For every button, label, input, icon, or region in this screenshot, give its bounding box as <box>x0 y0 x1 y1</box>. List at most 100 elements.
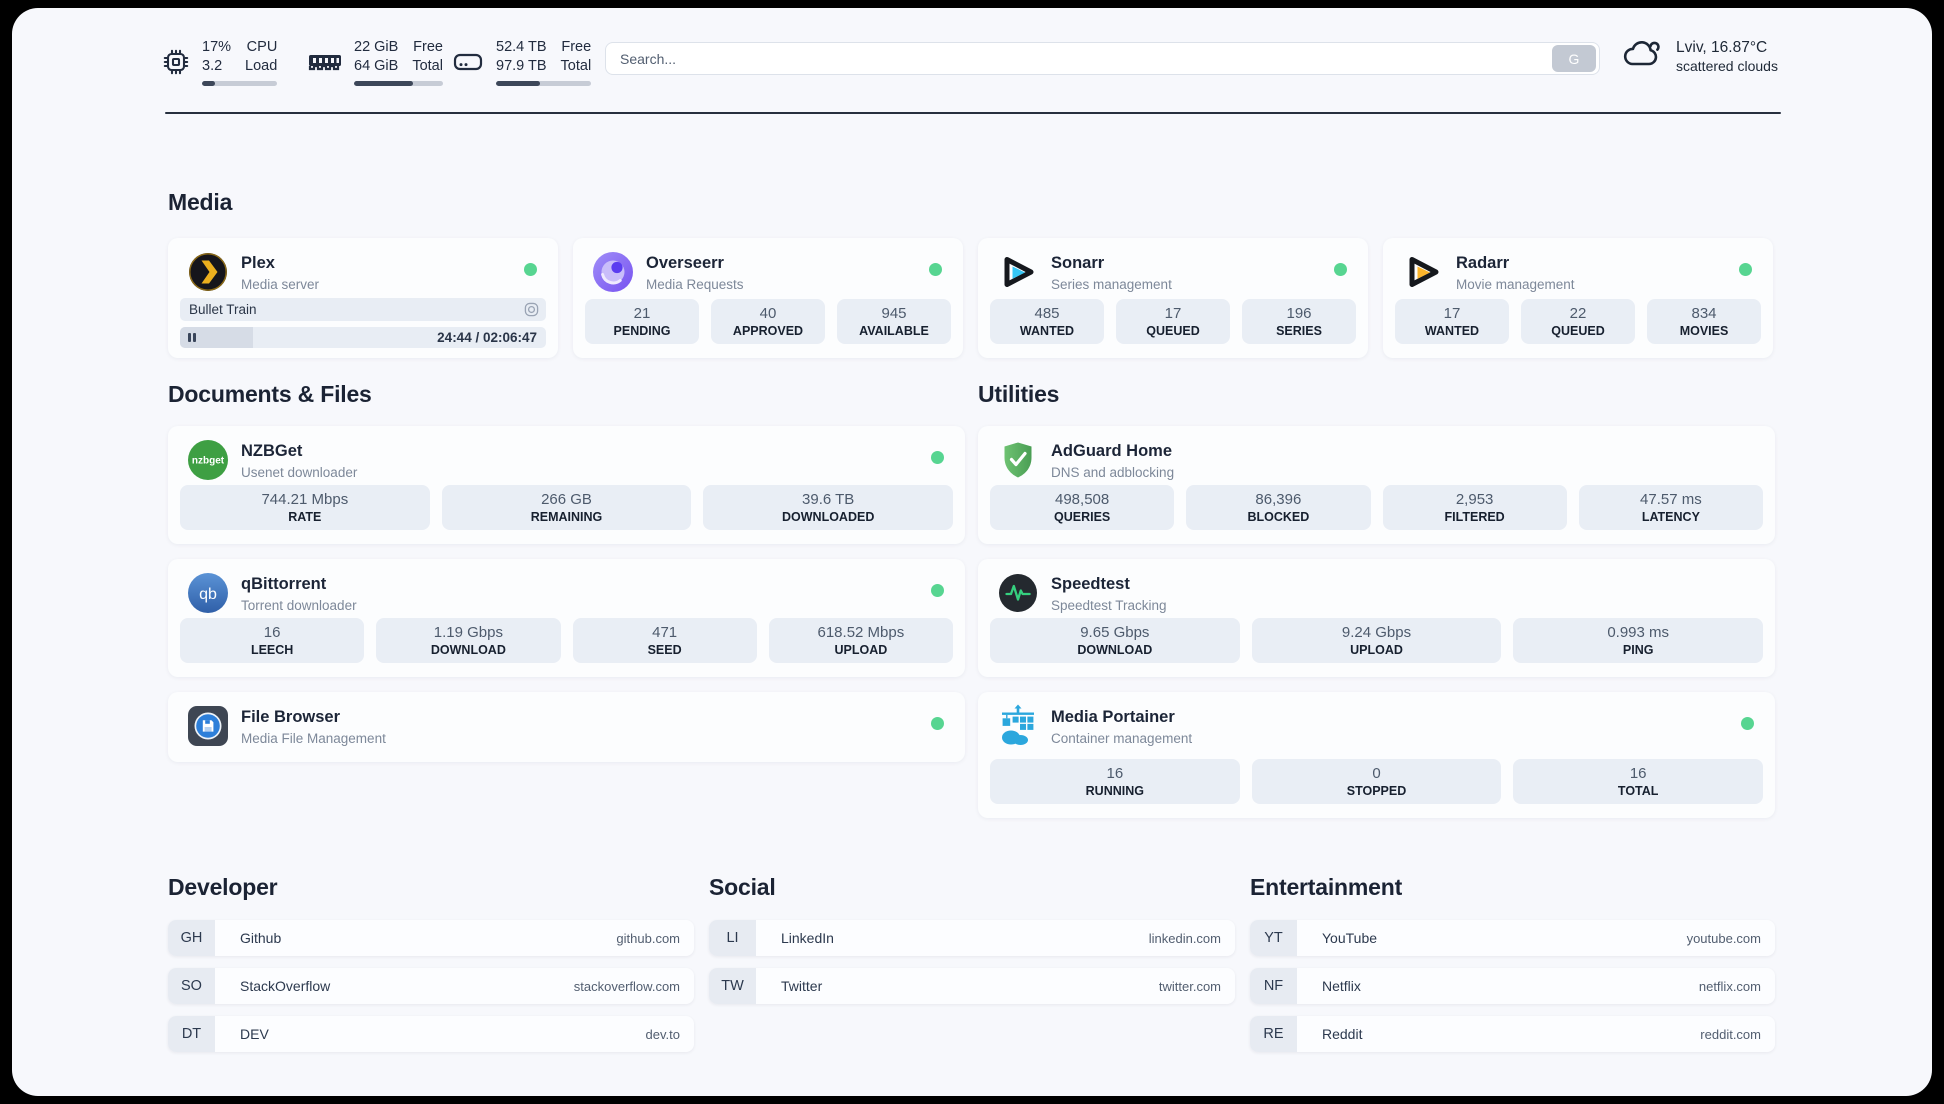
overseerr-title: Overseerr <box>646 254 724 272</box>
plex-progress-row: 24:44 / 02:06:47 <box>180 327 546 348</box>
bookmark-github[interactable]: GH Github github.com <box>168 920 694 956</box>
stat-label: TOTAL <box>1617 783 1659 798</box>
app-card-plex[interactable]: Plex Media server Bullet Train 24:44 / 0… <box>168 238 558 358</box>
memory-total-label: Total <box>412 58 443 74</box>
sonarr-stat-wanted: 485 WANTED <box>990 299 1104 344</box>
speedtest-stat-upload: 9.24 Gbps UPLOAD <box>1251 618 1502 663</box>
record-icon <box>524 302 539 322</box>
plex-title: Plex <box>241 254 275 272</box>
nzbget-stat-remaining: 266 GB REMAINING <box>441 485 692 530</box>
bookmark-stackoverflow[interactable]: SO StackOverflow stackoverflow.com <box>168 968 694 1004</box>
app-card-qbittorrent[interactable]: qb qBittorrent Torrent downloader 16 LEE… <box>168 559 965 677</box>
stat-value: 17 <box>1164 304 1182 322</box>
plex-time-display: 24:44 / 02:06:47 <box>437 330 537 345</box>
section-title-developer: Developer <box>168 874 278 900</box>
sonarr-title: Sonarr <box>1051 254 1105 272</box>
qbittorrent-subtitle: Torrent downloader <box>241 598 357 613</box>
bookmark-group-entertainment: Entertainment YT YouTube youtube.com NF … <box>1250 874 1775 1052</box>
weather-location-temp: Lviv, 16.87°C <box>1676 39 1768 56</box>
app-card-speedtest[interactable]: Speedtest Speedtest Tracking 9.65 Gbps D… <box>978 559 1775 677</box>
storage-total-value: 97.9 TB <box>496 58 547 74</box>
pause-icon[interactable] <box>188 333 196 342</box>
stat-value: 471 <box>652 623 678 641</box>
nzbget-stat-downloaded: 39.6 TB DOWNLOADED <box>703 485 954 530</box>
storage-free-value: 52.4 TB <box>496 39 547 55</box>
nzbget-subtitle: Usenet downloader <box>241 465 358 480</box>
nzbget-icon: nzbget <box>188 440 228 480</box>
stat-label: WANTED <box>1019 323 1075 338</box>
bookmark-name: DEV <box>240 1026 269 1042</box>
bookmark-twitter[interactable]: TW Twitter twitter.com <box>709 968 1235 1004</box>
stat-label: WANTED <box>1424 323 1480 338</box>
storage-progress-bar <box>496 81 592 86</box>
bookmark-abbr: SO <box>168 968 215 1004</box>
bookmark-abbr: YT <box>1250 920 1297 956</box>
bookmark-name: YouTube <box>1322 930 1378 946</box>
stat-label: UPLOAD <box>1350 642 1403 657</box>
stat-value: 266 GB <box>541 490 592 508</box>
storage-free-label: Free <box>561 39 592 55</box>
qbittorrent-stat-leech: 16 LEECH <box>180 618 365 663</box>
app-card-nzbget[interactable]: nzbget NZBGet Usenet downloader 744.21 M… <box>168 426 965 544</box>
stat-value: 9.24 Gbps <box>1341 623 1412 641</box>
stat-value: 16 <box>1106 764 1124 782</box>
stat-label: STOPPED <box>1346 783 1407 798</box>
stat-value: 22 <box>1569 304 1587 322</box>
bookmark-name: Twitter <box>781 978 823 994</box>
bookmark-youtube[interactable]: YT YouTube youtube.com <box>1250 920 1775 956</box>
section-title-utilities: Utilities <box>978 381 1060 407</box>
bookmark-netflix[interactable]: NF Netflix netflix.com <box>1250 968 1775 1004</box>
storage-total-label: Total <box>560 58 592 74</box>
app-card-adguard[interactable]: AdGuard Home DNS and adblocking 498,508 … <box>978 426 1775 544</box>
overseerr-subtitle: Media Requests <box>646 277 744 292</box>
plex-icon <box>188 252 228 292</box>
cloud-icon <box>1622 38 1664 75</box>
memory-free-label: Free <box>413 39 443 55</box>
bookmark-linkedin[interactable]: LI LinkedIn linkedin.com <box>709 920 1235 956</box>
plex-subtitle: Media server <box>241 277 320 292</box>
adguard-stat-queries: 498,508 QUERIES <box>990 485 1175 530</box>
plex-now-playing-row: Bullet Train <box>180 298 546 321</box>
overseerr-status-dot <box>929 263 942 276</box>
bookmark-abbr: GH <box>168 920 215 956</box>
overseerr-stat-approved: 40 APPROVED <box>711 299 825 344</box>
app-card-filebrowser[interactable]: File Browser Media File Management <box>168 692 965 762</box>
speedtest-stat-ping: 0.993 ms PING <box>1513 618 1764 663</box>
speedtest-icon <box>998 573 1038 613</box>
app-card-overseerr[interactable]: Overseerr Media Requests 21 PENDING 40 A… <box>573 238 963 358</box>
stat-value: 1.19 Gbps <box>433 623 503 641</box>
search-engine-button[interactable]: G <box>1552 45 1596 72</box>
cpu-progress-bar <box>202 81 278 86</box>
stat-value: 21 <box>633 304 651 322</box>
search-input[interactable] <box>606 50 1552 67</box>
app-card-radarr[interactable]: Radarr Movie management 17 WANTED 22 QUE… <box>1383 238 1773 358</box>
app-card-portainer[interactable]: Media Portainer Container management 16 … <box>978 692 1775 818</box>
memory-free-value: 22 GiB <box>354 39 399 55</box>
qbittorrent-stat-download: 1.19 Gbps DOWNLOAD <box>376 618 561 663</box>
cpu-label: CPU <box>246 39 278 55</box>
section-title-entertainment: Entertainment <box>1250 874 1403 900</box>
radarr-subtitle: Movie management <box>1456 277 1575 292</box>
overseerr-stat-pending: 21 PENDING <box>585 299 699 344</box>
stat-value: 196 <box>1286 304 1312 322</box>
svg-text:nzbget: nzbget <box>192 456 225 467</box>
stat-value: 47.57 ms <box>1640 490 1702 508</box>
stat-value: 39.6 TB <box>802 490 855 508</box>
stat-label: DOWNLOAD <box>1077 642 1153 657</box>
bookmark-reddit[interactable]: RE Reddit reddit.com <box>1250 1016 1775 1052</box>
qbittorrent-title: qBittorrent <box>241 575 327 593</box>
stat-label: FILTERED <box>1444 509 1505 524</box>
weather-widget: Lviv, 16.87°C scattered clouds <box>1622 38 1778 75</box>
stat-label: DOWNLOAD <box>430 642 506 657</box>
stat-label: LEECH <box>250 642 294 657</box>
app-card-sonarr[interactable]: Sonarr Series management 485 WANTED 17 Q… <box>978 238 1368 358</box>
radarr-icon <box>1403 252 1443 292</box>
portainer-status-dot <box>1741 717 1754 730</box>
stat-value: 834 <box>1691 304 1717 322</box>
adguard-stat-filtered: 2,953 FILTERED <box>1382 485 1567 530</box>
hard-drive-icon <box>452 49 484 75</box>
plex-status-dot <box>524 263 537 276</box>
weather-condition: scattered clouds <box>1676 58 1778 74</box>
bookmark-url: linkedin.com <box>1148 930 1221 946</box>
bookmark-dev[interactable]: DT DEV dev.to <box>168 1016 694 1052</box>
